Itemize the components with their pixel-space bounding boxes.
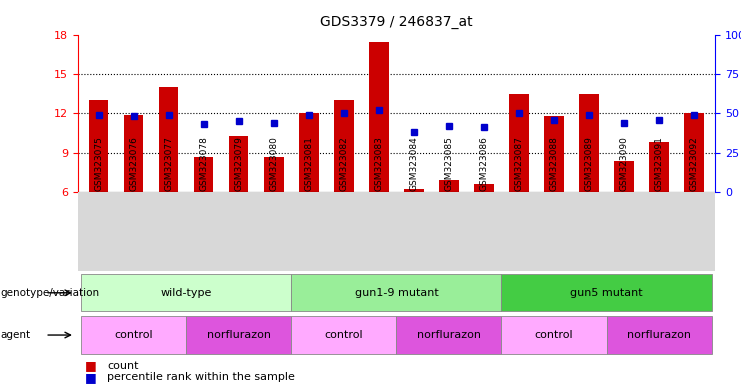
Text: norflurazon: norflurazon <box>627 330 691 340</box>
Bar <box>186 316 291 354</box>
Bar <box>89 100 108 192</box>
Bar <box>159 87 179 192</box>
Text: norflurazon: norflurazon <box>207 330 271 340</box>
Text: agent: agent <box>1 330 31 340</box>
Bar <box>124 114 144 192</box>
Bar <box>685 113 704 192</box>
Bar <box>614 161 634 192</box>
Bar <box>579 94 599 192</box>
Bar <box>334 100 353 192</box>
Bar <box>545 116 564 192</box>
Bar <box>405 189 424 192</box>
Text: count: count <box>107 361 139 371</box>
Bar <box>396 316 502 354</box>
Bar <box>229 136 248 192</box>
Text: ■: ■ <box>85 371 97 384</box>
Title: GDS3379 / 246837_at: GDS3379 / 246837_at <box>320 15 473 29</box>
Bar <box>194 157 213 192</box>
Bar <box>649 142 668 192</box>
Bar <box>502 274 711 311</box>
Bar <box>291 316 396 354</box>
Bar <box>369 43 388 192</box>
Bar <box>474 184 494 192</box>
Bar <box>82 274 291 311</box>
Text: genotype/variation: genotype/variation <box>1 288 100 298</box>
Bar <box>291 274 502 311</box>
Bar <box>509 94 528 192</box>
Bar <box>265 157 284 192</box>
Bar <box>439 180 459 192</box>
Bar <box>607 316 711 354</box>
Text: control: control <box>115 330 153 340</box>
Text: control: control <box>325 330 363 340</box>
Bar <box>502 316 607 354</box>
Text: ■: ■ <box>85 359 97 372</box>
Text: control: control <box>535 330 574 340</box>
Text: gun5 mutant: gun5 mutant <box>571 288 643 298</box>
Text: percentile rank within the sample: percentile rank within the sample <box>107 372 296 382</box>
Text: norflurazon: norflurazon <box>417 330 481 340</box>
Bar <box>299 113 319 192</box>
Text: wild-type: wild-type <box>161 288 212 298</box>
Text: gun1-9 mutant: gun1-9 mutant <box>354 288 439 298</box>
Bar <box>82 316 186 354</box>
